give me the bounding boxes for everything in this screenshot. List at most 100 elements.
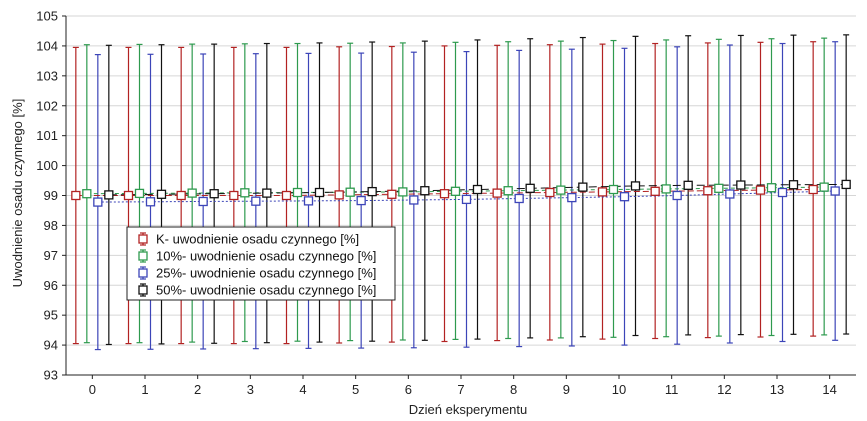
data-point xyxy=(578,182,588,192)
series-line xyxy=(75,189,814,196)
data-point xyxy=(755,185,766,195)
data-point xyxy=(334,190,344,200)
data-point xyxy=(292,187,303,198)
data-point xyxy=(409,195,419,205)
data-point xyxy=(672,190,682,201)
data-point xyxy=(808,184,818,195)
legend-entry: 10%- uwodnienie osadu czynnego [%] xyxy=(156,249,376,264)
legend-entry: K- uwodnienie osadu czynnego [%] xyxy=(156,232,359,247)
data-point xyxy=(472,184,483,195)
x-tick-label: 13 xyxy=(770,382,784,397)
data-point xyxy=(71,190,81,201)
data-point xyxy=(661,184,671,194)
legend-entry: 25%- uwodnienie osadu czynnego [%] xyxy=(156,266,376,281)
legend-box xyxy=(126,226,396,301)
legend-marker xyxy=(138,251,148,261)
data-point xyxy=(82,189,92,199)
data-point xyxy=(725,189,735,199)
data-point xyxy=(145,197,156,207)
data-point xyxy=(356,195,366,206)
data-point xyxy=(450,186,461,196)
y-tick-label: 104 xyxy=(36,38,58,53)
data-point xyxy=(134,188,145,199)
data-point xyxy=(503,186,513,196)
data-point xyxy=(240,188,250,198)
data-point xyxy=(545,187,555,198)
legend-marker xyxy=(138,285,148,295)
data-point xyxy=(367,186,377,197)
x-tick-label: 3 xyxy=(247,382,254,397)
data-point xyxy=(314,187,325,198)
legend-entry: 50%- uwodnienie osadu czynnego [%] xyxy=(156,283,376,298)
y-tick-label: 100 xyxy=(36,158,58,173)
x-tick-label: 2 xyxy=(194,382,201,397)
y-tick-label: 105 xyxy=(36,9,58,24)
y-tick-label: 103 xyxy=(36,68,58,83)
data-point xyxy=(176,190,186,201)
data-point xyxy=(398,187,408,197)
data-point xyxy=(819,182,829,192)
axes xyxy=(62,15,856,379)
data-point xyxy=(187,188,197,198)
data-point xyxy=(630,181,641,191)
data-point xyxy=(714,183,724,193)
data-point xyxy=(461,194,472,205)
data-point xyxy=(262,188,272,198)
legend: K- uwodnienie osadu czynnego [%] 10%- uwo… xyxy=(126,226,396,301)
x-tick-label: 6 xyxy=(405,382,412,397)
data-point xyxy=(650,186,660,196)
data-point xyxy=(156,189,167,199)
gridlines xyxy=(66,15,856,376)
data-point xyxy=(93,197,103,207)
data-point xyxy=(619,192,630,202)
data-point xyxy=(492,188,502,198)
data-point xyxy=(683,180,693,190)
legend-marker xyxy=(138,268,148,278)
data-point xyxy=(777,187,788,198)
data-point xyxy=(420,186,430,196)
y-tick-label: 99 xyxy=(44,188,58,203)
y-tick-label: 98 xyxy=(44,218,58,233)
data-point xyxy=(439,189,450,199)
x-tick-label: 8 xyxy=(510,382,517,397)
x-tick-label: 4 xyxy=(299,382,306,397)
y-tick-label: 94 xyxy=(44,338,58,353)
series-markers xyxy=(71,179,851,207)
legend-marker xyxy=(138,234,148,244)
data-point xyxy=(251,196,261,206)
data-point xyxy=(229,190,239,201)
data-point xyxy=(830,186,840,196)
x-tick-label: 9 xyxy=(563,382,570,397)
data-point xyxy=(345,187,355,197)
data-point xyxy=(736,180,746,190)
y-tick-label: 97 xyxy=(44,248,58,263)
y-tick-label: 93 xyxy=(44,368,58,383)
data-point xyxy=(608,184,619,195)
data-point xyxy=(198,196,208,207)
data-point xyxy=(788,180,799,190)
data-point xyxy=(514,193,524,204)
x-tick-label: 14 xyxy=(822,382,836,397)
data-point xyxy=(841,179,851,190)
y-tick-label: 95 xyxy=(44,308,58,323)
data-point xyxy=(209,189,219,199)
data-point xyxy=(303,196,314,206)
y-tick-label: 101 xyxy=(36,128,58,143)
data-point xyxy=(123,190,134,201)
data-point xyxy=(104,190,114,200)
data-point xyxy=(597,187,608,197)
data-point xyxy=(387,189,397,199)
x-tick-label: 5 xyxy=(352,382,359,397)
x-tick-label: 1 xyxy=(141,382,148,397)
y-axis-label: Uwodnienie osadu czynnego [%] xyxy=(10,99,25,288)
x-tick-label: 0 xyxy=(89,382,96,397)
x-tick-label: 7 xyxy=(457,382,464,397)
x-axis-label: Dzień eksperymentu xyxy=(409,402,528,417)
x-tick-label: 12 xyxy=(717,382,731,397)
data-point xyxy=(525,183,535,193)
data-point xyxy=(281,190,292,201)
data-point xyxy=(766,183,777,193)
data-point xyxy=(556,185,566,195)
